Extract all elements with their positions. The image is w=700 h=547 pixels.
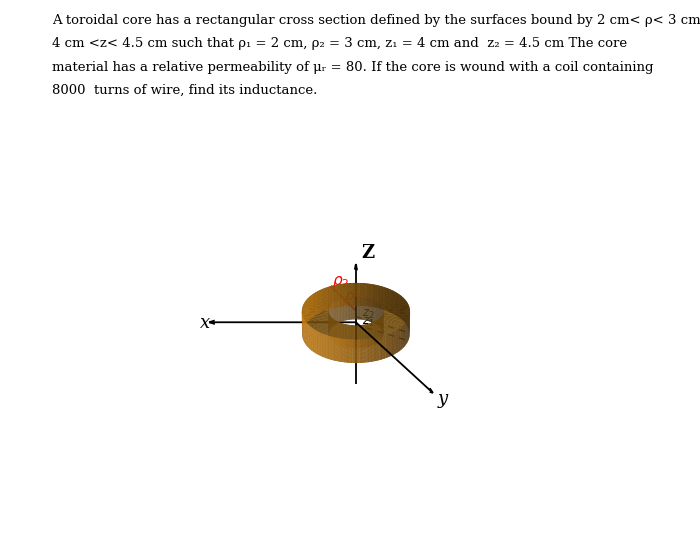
Text: material has a relative permeability of μᵣ = 80. If the core is wound with a coi: material has a relative permeability of … xyxy=(52,61,654,74)
Text: A toroidal core has a rectangular cross section defined by the surfaces bound by: A toroidal core has a rectangular cross … xyxy=(52,14,700,27)
Text: 8000  turns of wire, find its inductance.: 8000 turns of wire, find its inductance. xyxy=(52,84,318,97)
Text: 4 cm <z< 4.5 cm such that ρ₁ = 2 cm, ρ₂ = 3 cm, z₁ = 4 cm and  z₂ = 4.5 cm The c: 4 cm <z< 4.5 cm such that ρ₁ = 2 cm, ρ₂ … xyxy=(52,37,628,50)
